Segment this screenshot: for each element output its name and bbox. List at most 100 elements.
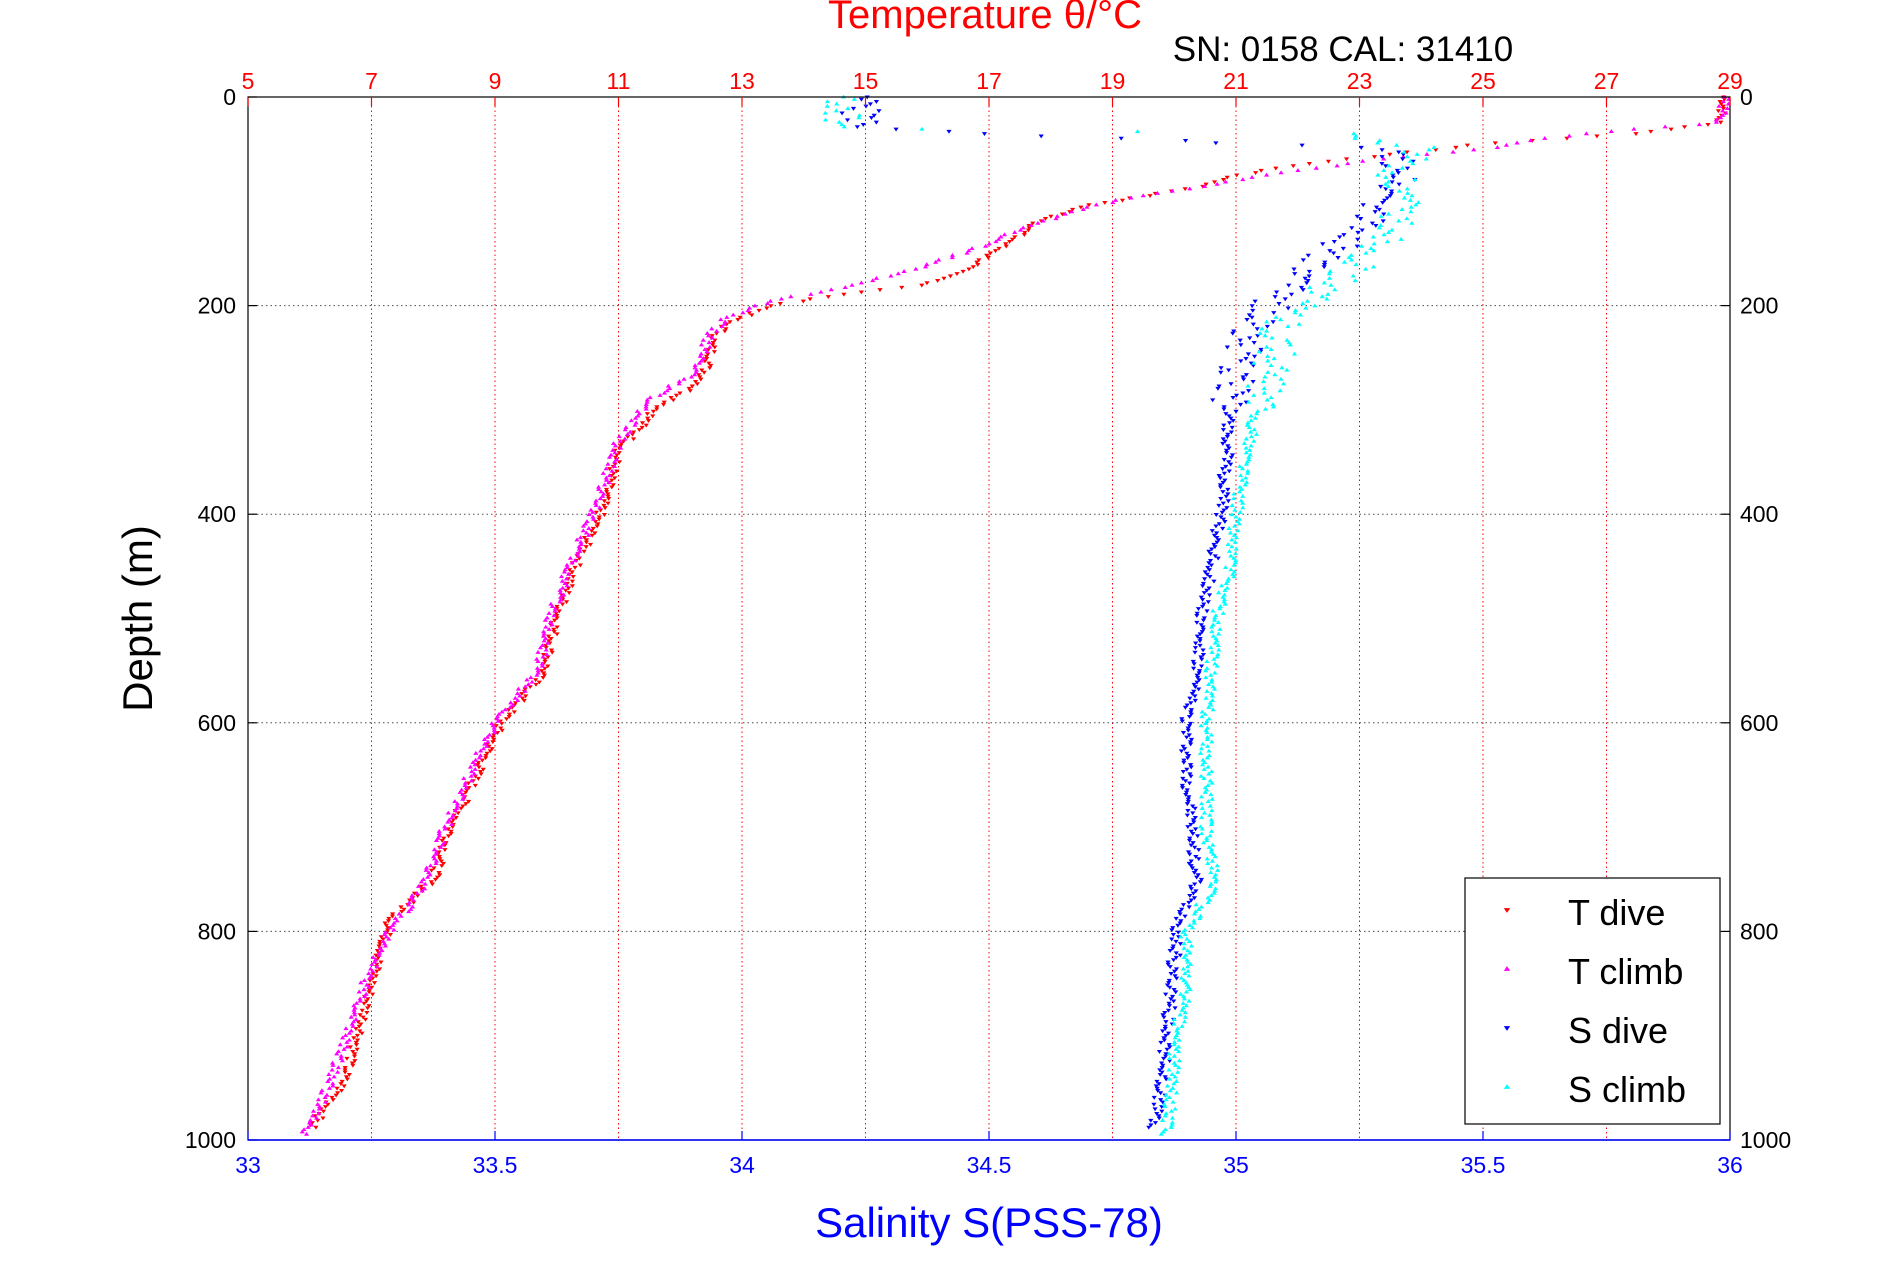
data-point [398,905,404,910]
data-point [606,496,612,501]
data-point [414,890,420,895]
data-point [676,381,682,386]
data-point [1346,255,1352,260]
data-point [1232,523,1238,528]
data-point [1232,539,1238,544]
data-point [1166,1067,1172,1072]
data-point [1358,145,1364,150]
data-point [385,919,392,924]
data-point [1198,655,1204,660]
data-point [697,375,703,380]
data-point [578,542,584,547]
data-point [1211,686,1218,691]
data-point [1225,499,1231,504]
data-point [1196,678,1202,683]
data-point [1176,1065,1182,1070]
data-point [941,276,947,281]
data-point [478,772,484,777]
data-point [632,422,638,427]
data-point [1228,553,1234,558]
data-point [593,498,599,503]
data-point [1396,150,1402,155]
data-point [1211,890,1217,895]
data-point [873,275,880,280]
data-point [1268,395,1274,400]
data-point [1207,700,1213,705]
data-point [1162,1104,1168,1109]
data-point [822,110,828,115]
data-point [1191,662,1197,667]
data-point [602,506,608,511]
data-point [981,132,988,137]
data-point [1158,1040,1164,1045]
data-point [1231,329,1237,334]
data-point [1228,455,1234,460]
data-point [1198,773,1204,778]
data-point [606,473,613,478]
data-point [768,304,774,309]
data-point [1254,327,1260,332]
data-point [1176,1037,1182,1042]
data-point [331,1074,337,1079]
data-point [370,971,376,976]
data-point [541,671,547,676]
data-point [1208,849,1214,854]
data-point [677,391,683,396]
data-point [1608,129,1614,133]
data-point [1376,225,1382,230]
data-point [1212,545,1218,550]
data-point [724,314,730,319]
data-point [1191,666,1197,671]
data-point [1186,861,1192,866]
data-point [707,366,713,371]
data-point [479,758,485,763]
data-point [1375,140,1381,145]
data-point [1250,322,1256,327]
data-point [1390,175,1396,180]
data-point [1209,739,1215,744]
data-point [1264,319,1270,324]
data-point [351,1036,357,1041]
data-point [1213,513,1219,517]
data-point [1158,1131,1164,1136]
data-point [368,966,374,971]
data-point [841,124,847,129]
data-point [1385,184,1391,189]
data-point [544,615,550,620]
data-point [1175,930,1181,935]
data-point [1158,1091,1164,1096]
data-point [1387,194,1393,199]
data-point [1300,301,1306,306]
data-point [749,313,755,318]
data-point [607,467,613,472]
data-point [933,259,939,264]
data-point [1201,602,1207,607]
data-point [365,1006,371,1011]
data-point [1240,177,1246,182]
data-point [1260,379,1267,384]
data-point [1238,473,1244,478]
data-point [603,475,609,480]
data-point [1268,363,1274,368]
data-point [1187,721,1194,726]
data-point [1720,106,1727,111]
data-point [1176,1044,1182,1049]
data-point [1215,538,1222,543]
data-point [764,301,771,306]
data-point [548,636,554,641]
data-point [1180,731,1187,735]
data-point [1191,820,1197,825]
data-point [1167,1045,1173,1050]
data-point [1720,99,1727,104]
data-point [551,630,557,634]
series-s-climb [822,94,1437,1136]
data-point [546,610,552,615]
data-point [936,257,942,262]
data-point [542,659,548,664]
data-point [366,1004,372,1009]
data-point [363,999,370,1004]
data-point [1253,431,1260,436]
data-point [1208,893,1214,898]
data-point [351,1007,357,1012]
data-point [984,253,990,258]
